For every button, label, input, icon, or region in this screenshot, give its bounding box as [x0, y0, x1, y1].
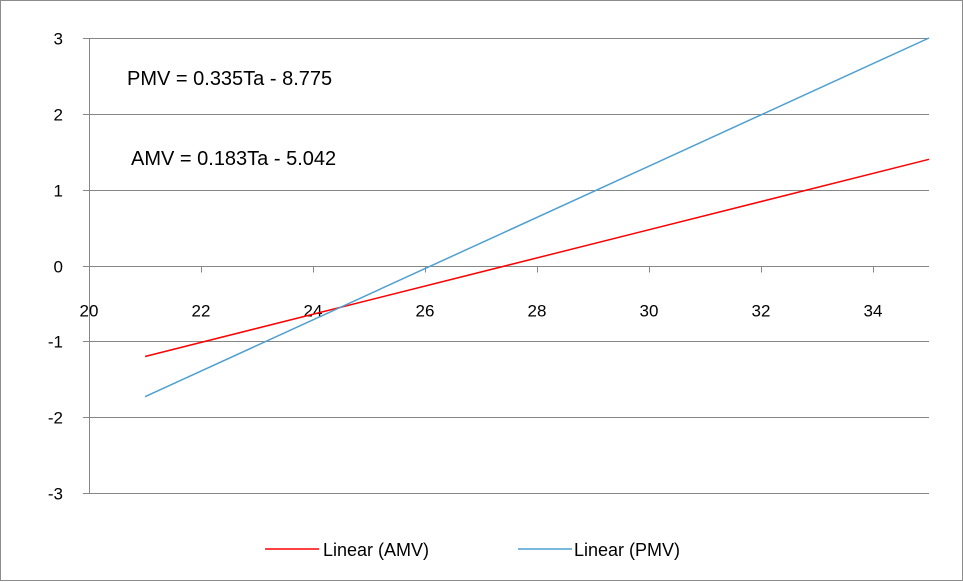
x-tick-label: 28	[528, 302, 547, 321]
series-line-pmv	[144, 37, 930, 398]
y-axis-tick-labels: 3 2 1 0 -1 -2 -3	[48, 30, 63, 504]
y-tick-label: 1	[54, 182, 63, 201]
x-tick-label: 26	[416, 302, 435, 321]
x-tick-label: 22	[192, 302, 211, 321]
series-line-amv	[144, 158, 930, 358]
series-lines	[144, 37, 930, 398]
x-axis-tick-labels: 20 22 24 26 28 30 32 34	[80, 302, 883, 321]
pmv-equation-label: PMV = 0.335Ta - 8.775	[127, 68, 332, 90]
y-tick-label: -3	[48, 485, 63, 504]
x-tick-label: 30	[640, 302, 659, 321]
axes	[89, 38, 874, 493]
grid-lines	[83, 38, 929, 494]
y-tick-label: -1	[48, 333, 63, 352]
y-tick-label: 2	[54, 106, 63, 125]
y-tick-label: -2	[48, 409, 63, 428]
y-tick-label: 0	[54, 258, 63, 277]
y-tick-label: 3	[54, 30, 63, 49]
x-tick-label: 34	[864, 302, 883, 321]
amv-equation-label: AMV = 0.183Ta - 5.042	[131, 148, 336, 170]
x-tick-label: 20	[80, 302, 99, 321]
legend: Linear (AMV) Linear (PMV)	[265, 540, 680, 560]
x-tick-label: 32	[752, 302, 771, 321]
x-tick-label: 24	[304, 302, 323, 321]
legend-label-pmv: Linear (PMV)	[574, 540, 680, 560]
legend-label-amv: Linear (AMV)	[323, 540, 429, 560]
